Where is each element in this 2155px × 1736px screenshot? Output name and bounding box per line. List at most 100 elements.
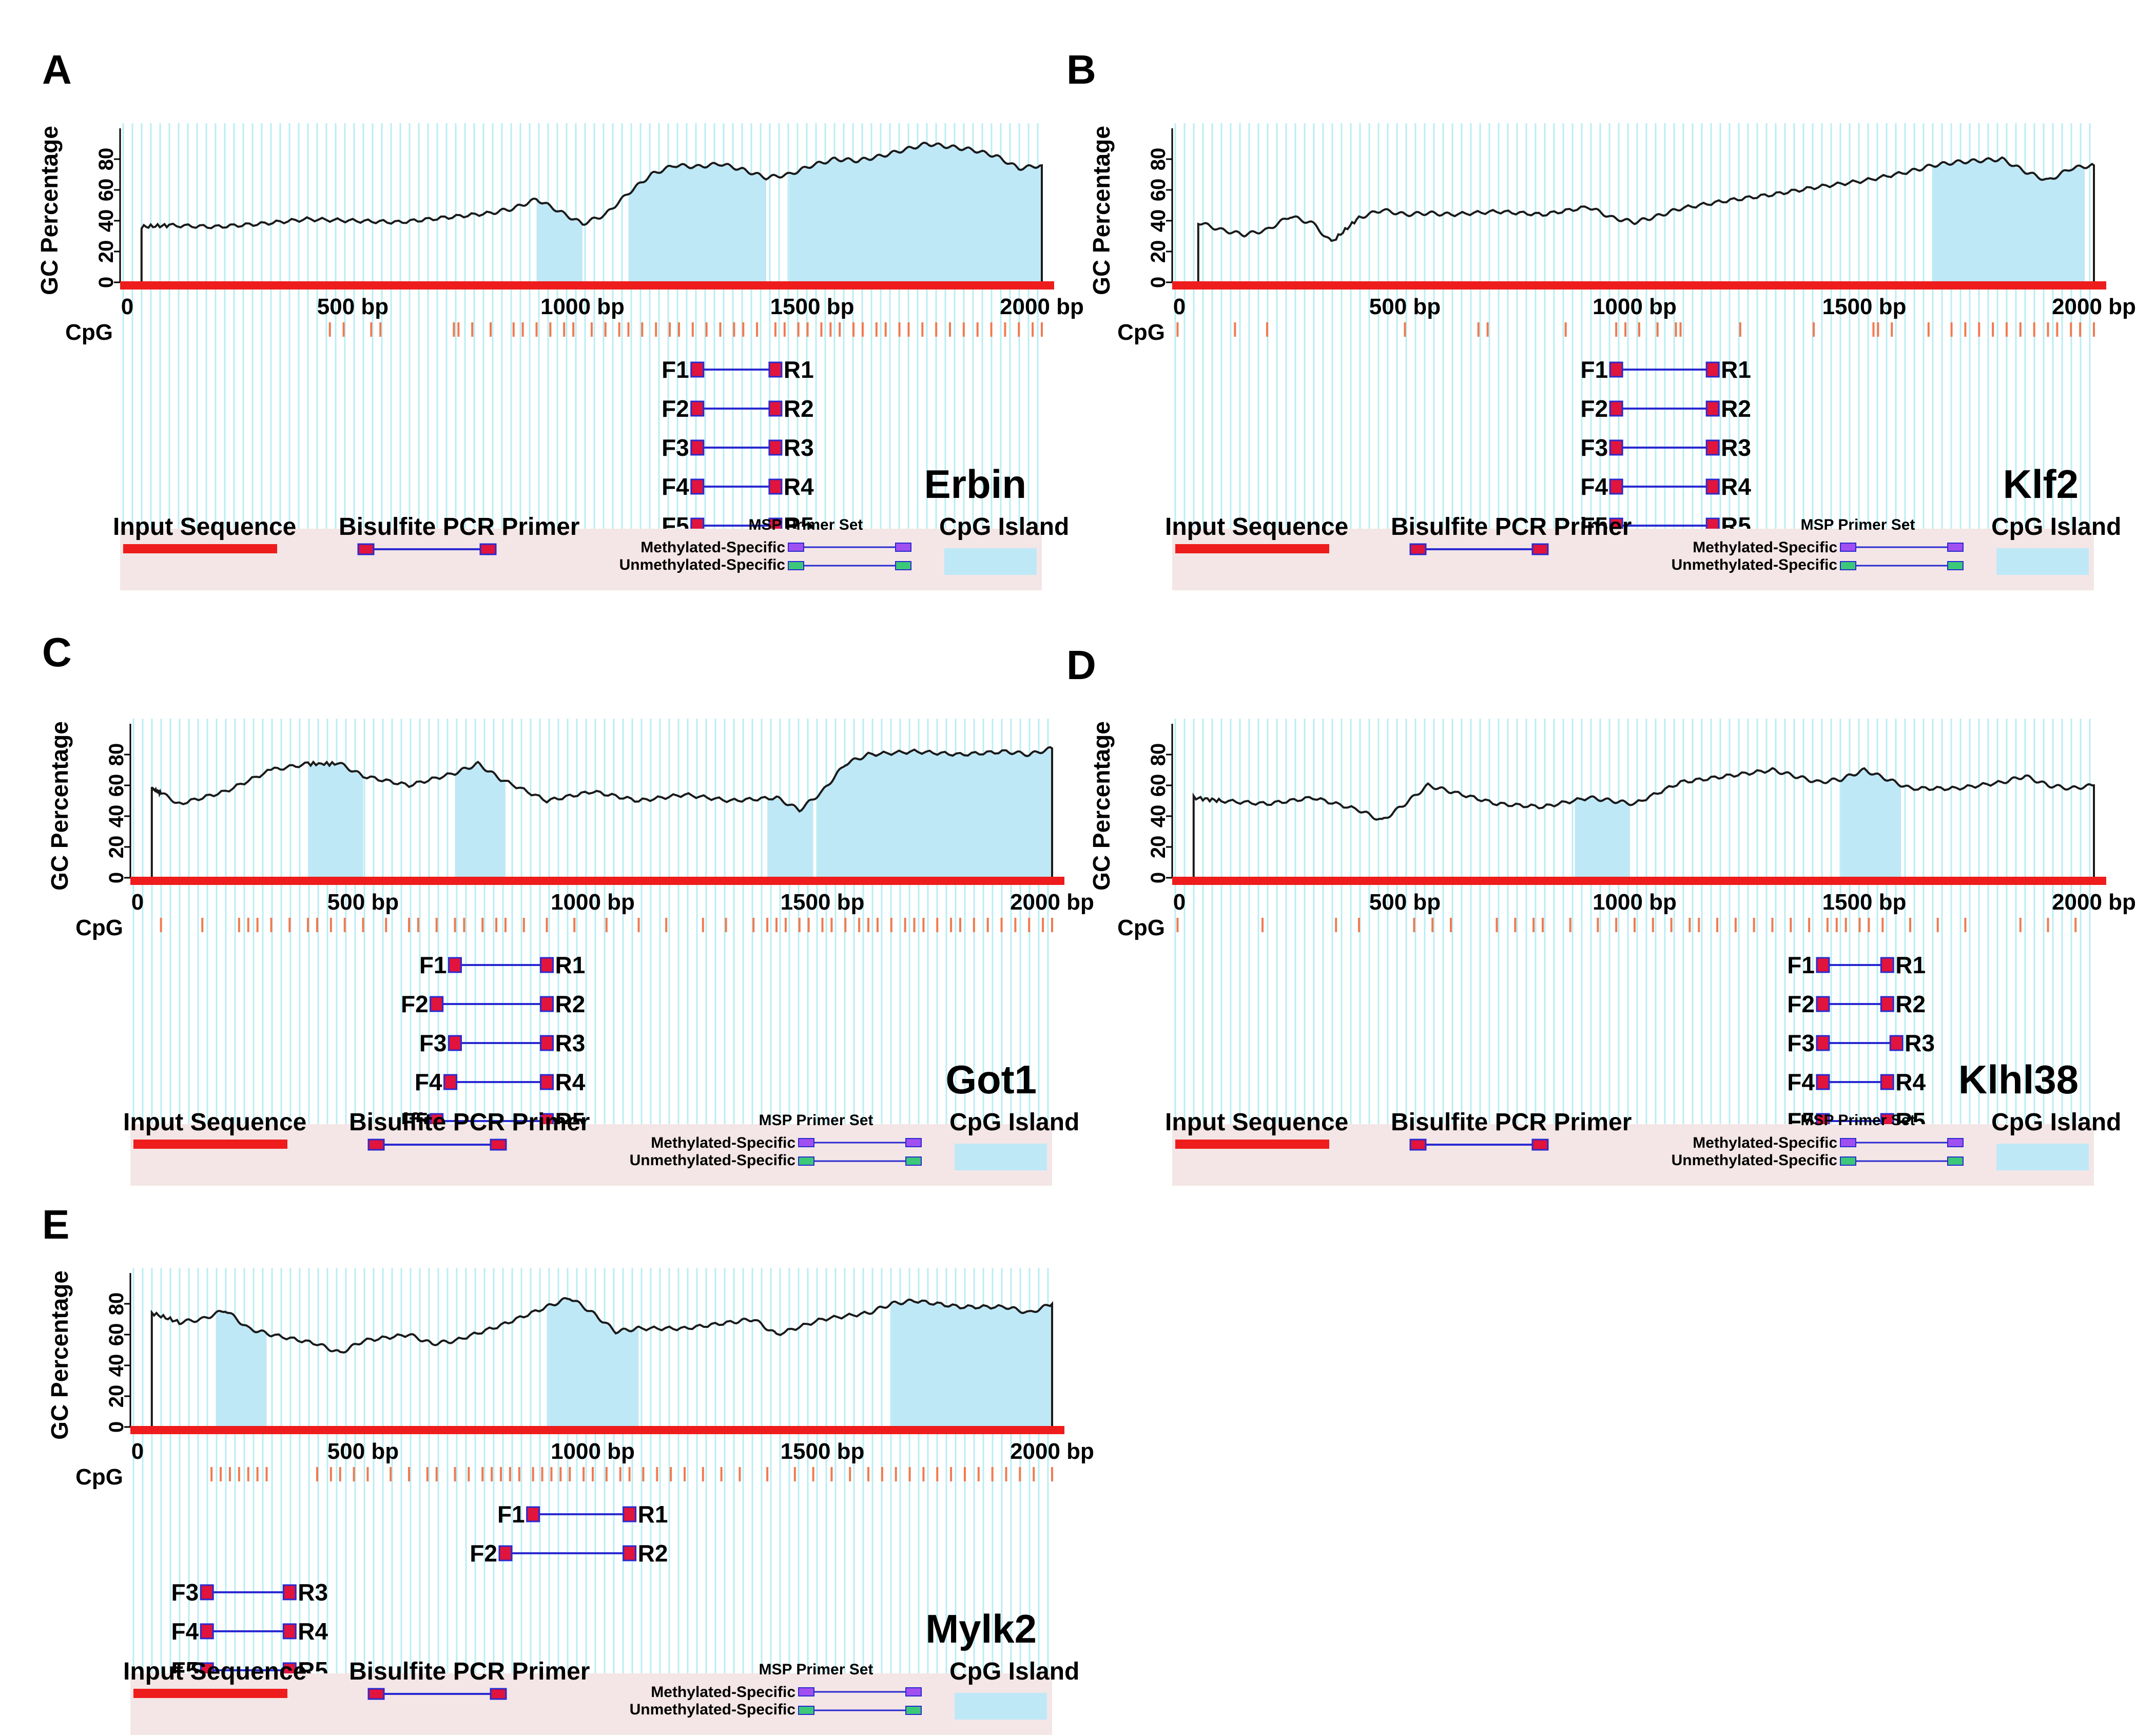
cpg-site-tick (1964, 322, 1967, 337)
x-tick-label: 1000 bp (1593, 890, 1677, 915)
cpg-site-tick (973, 918, 975, 932)
cpg-site-tick (490, 322, 492, 337)
legend-methylated-label: Methylated-Specific (1693, 539, 1837, 556)
cpg-site-tick (691, 322, 694, 337)
cpg-site-tick (1014, 918, 1017, 932)
legend-cpg-island-swatch (1996, 1144, 2089, 1170)
cpg-site-tick (1813, 322, 1815, 337)
forward-primer-box (1816, 996, 1830, 1012)
cpg-site-tick (1734, 918, 1737, 932)
cpg-site-tick (742, 322, 745, 337)
cpg-site-tick (922, 1467, 925, 1481)
legend-unmethylated-label: Unmethylated-Specific (630, 1701, 795, 1718)
legend-background (1172, 529, 2094, 590)
cpg-site-tick (471, 322, 474, 337)
reverse-primer-label: R1 (1721, 356, 1751, 383)
cpg-site-tick (1624, 322, 1627, 337)
cpg-site-tick (353, 1467, 355, 1481)
reverse-primer-box (768, 478, 783, 495)
cpg-site-tick (867, 1467, 869, 1481)
cpg-site-tick (641, 322, 644, 337)
cpg-site-tick (867, 918, 869, 932)
x-tick-label: 1500 bp (1822, 890, 1907, 915)
reverse-primer-box (540, 1074, 554, 1090)
cpg-site-tick (793, 1467, 796, 1481)
cpg-site-tick (1679, 322, 1682, 337)
cpg-site-tick (756, 322, 759, 337)
legend-methylated-label: Methylated-Specific (651, 1134, 795, 1151)
gc-percentage-line (140, 142, 1043, 282)
cpg-site-tick (1051, 918, 1053, 932)
forward-primer-box (200, 1623, 214, 1639)
y-axis-label: GC Percentage (1088, 721, 1115, 891)
cpg-site-tick (949, 322, 951, 337)
forward-primer-label: F1 (662, 356, 689, 383)
legend-unmethylated-box-right (905, 1156, 922, 1166)
reverse-primer-box (1705, 400, 1720, 417)
cpg-site-tick (1891, 322, 1893, 337)
y-tick-label: 40 (1147, 209, 1170, 233)
legend-bisulfite-primer-label: Bisulfite PCR Primer (1391, 513, 1632, 541)
panel-label-b: B (1066, 47, 1096, 92)
legend-unmethylated-box-left (798, 1156, 814, 1166)
gene-name: Erbin (924, 461, 1026, 507)
cpg-site-tick (256, 918, 259, 932)
input-sequence-bar (130, 1426, 1064, 1434)
cpg-site-tick (1615, 918, 1618, 932)
forward-primer-box (448, 957, 462, 973)
cpg-site-tick (435, 1467, 438, 1481)
forward-primer-box (1609, 478, 1623, 495)
forward-primer-label: F1 (419, 952, 447, 978)
y-tick-label: 40 (95, 209, 118, 233)
gc-percentage-line (1197, 156, 2095, 283)
cpg-site-tick (702, 918, 704, 932)
cpg-site-tick (329, 1467, 332, 1481)
cpg-site-tick (2033, 322, 2035, 337)
grid-lines (1174, 719, 2091, 1124)
cpg-site-tick (1845, 918, 1847, 932)
forward-primer-box (498, 1545, 513, 1561)
cpg-site-tick (454, 1467, 456, 1481)
reverse-primer-box (768, 439, 783, 456)
chart-erbin: 0 20 40 60 80 GC Percentage 0 500 bp 1000 bp 1500… (36, 123, 1083, 590)
cpg-site-tick (1597, 918, 1599, 932)
cpg-site-tick (563, 322, 566, 337)
cpg-site-tick (522, 918, 525, 932)
cpg-site-tick (1431, 918, 1434, 932)
cpg-site-tick (550, 1467, 553, 1481)
cpg-site-tick (935, 322, 938, 337)
cpg-site-tick (569, 1467, 571, 1481)
cpg-site-tick (379, 322, 382, 337)
legend-input-sequence-label: Input Sequence (1165, 1109, 1348, 1136)
cpg-site-tick (339, 1467, 341, 1481)
cpg-site-tick (821, 918, 824, 932)
y-tick-label: 40 (1147, 805, 1170, 828)
forward-primer-label: F3 (662, 434, 689, 461)
cpg-site-tick (160, 918, 162, 932)
cpg-site-tick (549, 322, 552, 337)
cpg-site-tick (2047, 918, 2049, 932)
y-tick-label: 0 (95, 277, 118, 288)
cpg-site-tick (1335, 918, 1337, 932)
y-tick-label: 80 (1147, 148, 1170, 171)
cpg-site-tick (1569, 918, 1571, 932)
panel-mylk2: 0 20 40 60 80 GC Percentage 0 500 bp 1000 bp 1500… (46, 1232, 1093, 1735)
gc-percentage-line (150, 1297, 1053, 1427)
cpg-site-tick (1018, 322, 1020, 337)
cpg-site-tick (307, 918, 309, 932)
legend-input-sequence-swatch (133, 1140, 287, 1149)
cpg-site-tick (2047, 322, 2049, 337)
reverse-primer-box (1880, 996, 1894, 1012)
legend-primer-box-right (490, 1139, 507, 1151)
cpg-site-tick (2093, 322, 2095, 337)
cpg-site-tick (1656, 322, 1659, 337)
legend-primer-box-right (1531, 1139, 1549, 1151)
panel-klhl38: 0 20 40 60 80 GC Percentage 0 500 bp 1000 bp 1500… (1088, 683, 2135, 1186)
cpg-site-tick (1927, 322, 1930, 337)
reverse-primer-box (540, 996, 554, 1012)
cpg-site-tick (210, 1467, 213, 1481)
cpg-site-tick (509, 1467, 511, 1481)
legend-input-sequence-swatch (1175, 544, 1329, 553)
legend-cpg-island-label: CpG Island (949, 1658, 1079, 1685)
legend-input-sequence-label: Input Sequence (123, 1658, 306, 1685)
